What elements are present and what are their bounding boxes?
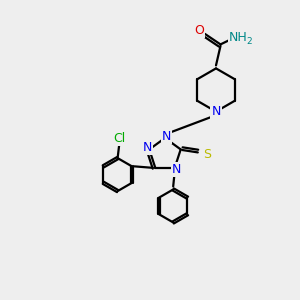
Text: Cl: Cl <box>113 132 125 145</box>
Text: N: N <box>172 163 181 176</box>
Text: 2: 2 <box>247 37 252 46</box>
Text: N: N <box>143 141 152 154</box>
Text: S: S <box>203 148 211 161</box>
Text: NH: NH <box>229 31 248 44</box>
Text: N: N <box>211 105 221 118</box>
Text: N: N <box>162 130 171 143</box>
Text: O: O <box>195 24 204 38</box>
